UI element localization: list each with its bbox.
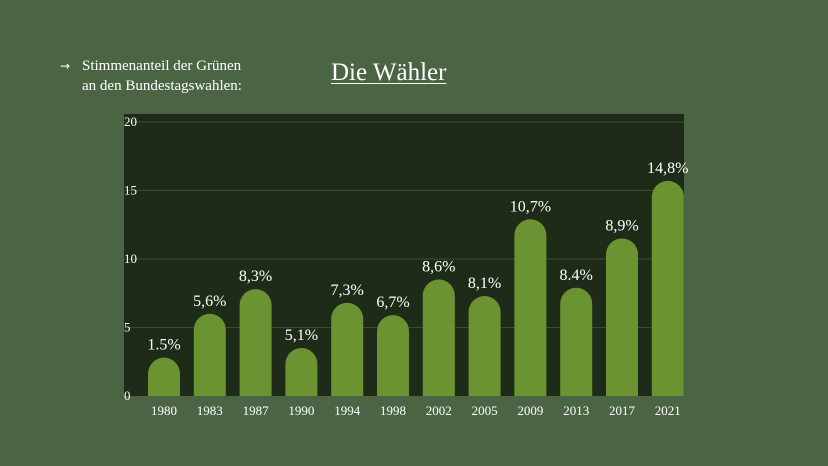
x-tick-label: 1990 — [288, 403, 314, 418]
data-label-1994: 7,3% — [331, 282, 364, 299]
x-tick-label: 2002 — [426, 403, 452, 418]
bar-1987 — [239, 289, 272, 396]
x-axis: 1980 1983 1987 1990 1994 1998 2002 2005 2009 2013… — [151, 403, 681, 418]
data-label-1983: 5,6% — [193, 293, 226, 310]
y-tick-label: 0 — [124, 388, 131, 403]
bullet-text-line2: an den Bundestagswahlen: — [82, 78, 242, 94]
x-tick-label: 1980 — [151, 403, 177, 418]
bar-2021 — [651, 180, 684, 396]
x-tick-label: 2005 — [472, 403, 498, 418]
slide-title: Die Wähler — [331, 59, 447, 86]
x-tick-label: 1998 — [380, 403, 406, 418]
y-tick-label: 15 — [124, 183, 137, 198]
x-tick-label: 1994 — [334, 403, 361, 418]
x-tick-label: 2017 — [609, 403, 636, 418]
bullet-text-line1: Stimmenanteil der Grünen — [82, 58, 242, 74]
bars — [148, 180, 684, 396]
y-tick-label: 10 — [124, 251, 137, 266]
data-label-2013: 8.4% — [560, 267, 593, 284]
data-labels: 1.5% 5,6% 8,3% 5,1% 7,3% 6,7% 8,6% 8,1% 10,7% 8.4… — [147, 160, 688, 354]
data-label-1987: 8,3% — [239, 268, 272, 285]
x-tick-label: 2009 — [517, 403, 543, 418]
y-axis: 0 5 10 15 20 — [124, 114, 137, 403]
bar-1990 — [285, 348, 318, 396]
bar-2009 — [514, 219, 547, 396]
data-label-1998: 6,7% — [376, 294, 409, 311]
bar-2013 — [560, 287, 593, 396]
data-label-2017: 8,9% — [605, 217, 638, 234]
bar-2005 — [468, 295, 501, 396]
x-tick-label: 2021 — [655, 403, 681, 418]
data-label-2009: 10,7% — [510, 198, 551, 215]
bar-1994 — [331, 302, 364, 396]
x-tick-label: 1987 — [243, 403, 270, 418]
bar-2002 — [422, 279, 455, 396]
data-label-1990: 5,1% — [285, 327, 318, 344]
y-tick-label: 20 — [124, 114, 137, 129]
data-label-1980: 1.5% — [147, 337, 180, 354]
subtitle-bullet: → Stimmenanteil der Grünen an den Bundest… — [60, 56, 242, 96]
bar-1983 — [193, 313, 226, 396]
arrow-bullet-icon: → — [60, 59, 71, 73]
data-label-2005: 8,1% — [468, 275, 501, 292]
data-label-2021: 14,8% — [647, 160, 688, 177]
bar-2017 — [606, 238, 638, 396]
x-tick-label: 2013 — [563, 403, 589, 418]
bar-1980 — [148, 357, 180, 396]
data-label-2002: 8,6% — [422, 259, 455, 276]
x-tick-label: 1983 — [197, 403, 223, 418]
bar-1998 — [377, 315, 409, 396]
y-tick-label: 5 — [124, 320, 131, 335]
